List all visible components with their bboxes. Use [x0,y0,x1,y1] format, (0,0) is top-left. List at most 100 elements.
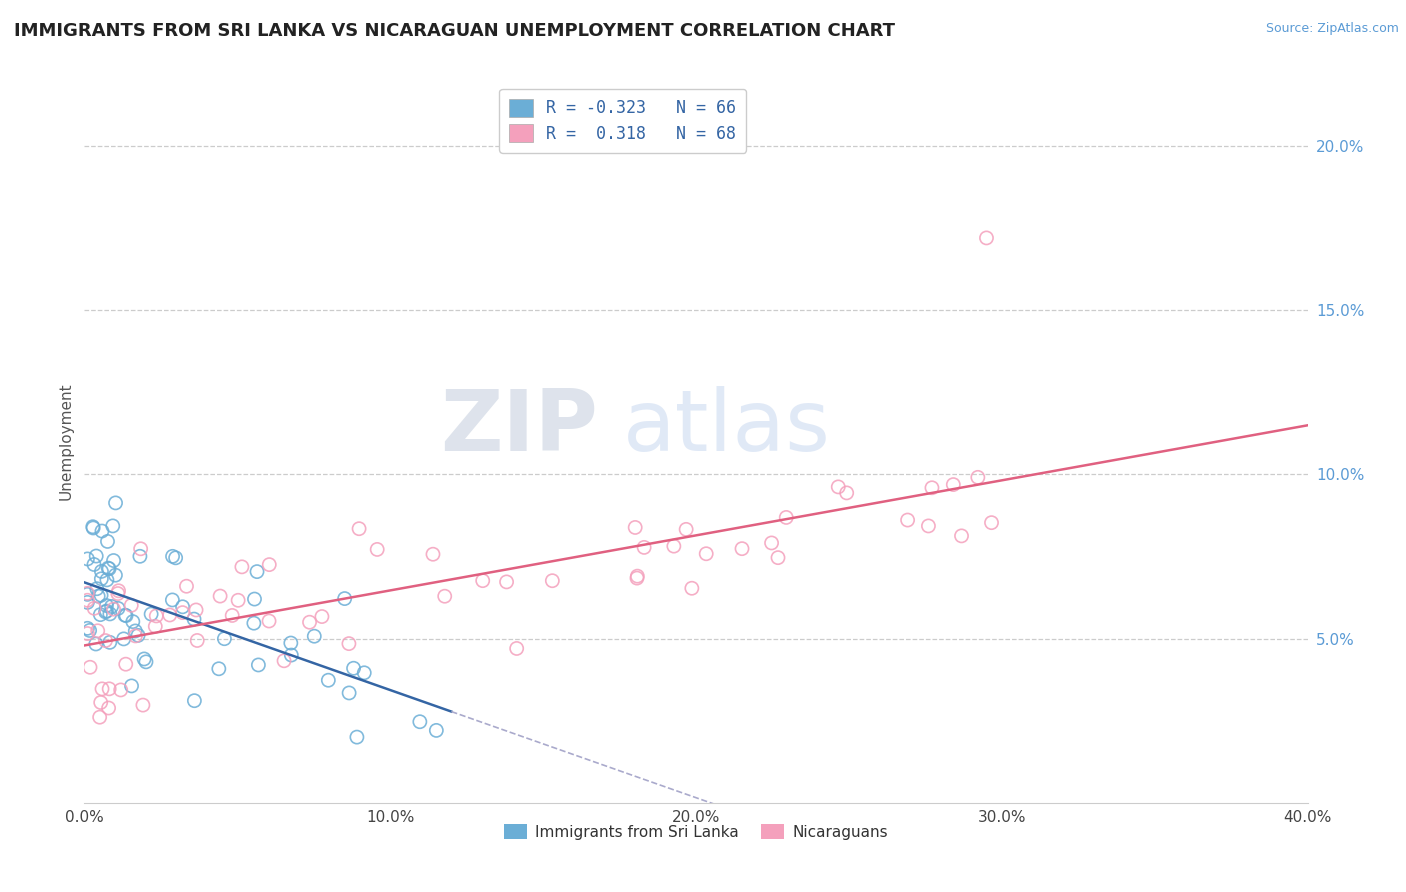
Point [89,607,111,622]
Point [82,520,104,534]
Point [827,480,849,494]
Point [79,660,101,674]
Point [103,602,125,616]
Point [162,593,184,607]
Point [143,619,166,633]
Point [96,573,118,587]
Point [121,679,143,693]
Point [87,589,110,603]
Point [107,601,129,615]
Point [425,723,447,738]
Point [107,586,129,600]
Point [76,552,98,566]
Point [90,565,112,579]
Point [366,542,388,557]
Point [186,633,208,648]
Point [76,595,98,609]
Point [124,629,146,643]
Point [243,616,266,631]
Point [226,593,249,607]
Point [120,599,142,613]
Point [89,710,111,724]
Point [83,601,105,615]
Point [422,547,444,561]
Point [76,626,98,640]
Point [495,574,517,589]
Point [76,587,98,601]
Point [91,681,114,696]
Point [96,599,118,613]
Point [337,637,360,651]
Point [311,609,333,624]
Point [221,608,243,623]
Point [112,632,135,646]
Point [662,539,685,553]
Point [505,641,527,656]
Point [950,529,973,543]
Point [98,635,121,649]
Point [626,569,648,583]
Point [966,470,988,484]
Point [247,657,270,672]
Point [84,549,107,563]
Point [110,682,132,697]
Point [675,522,697,536]
Point [209,589,232,603]
Point [942,477,965,491]
Point [835,486,858,500]
Text: Source: ZipAtlas.com: Source: ZipAtlas.com [1265,22,1399,36]
Point [172,599,194,614]
Point [273,654,295,668]
Point [433,589,456,603]
Point [101,519,124,533]
Point [90,572,112,586]
Point [280,648,302,662]
Point [259,558,281,572]
Y-axis label: Unemployment: Unemployment [58,383,73,500]
Point [114,608,136,623]
Point [731,541,754,556]
Point [139,607,162,621]
Point [165,550,187,565]
Point [633,541,655,555]
Point [761,536,783,550]
Point [82,521,104,535]
Point [471,574,494,588]
Point [318,673,340,688]
Point [104,496,127,510]
Point [159,607,181,622]
Point [129,549,152,564]
Point [775,510,797,524]
Point [980,516,1002,530]
Point [409,714,432,729]
Point [624,520,647,534]
Point [100,599,122,614]
Point [766,550,789,565]
Point [94,633,117,648]
Point [132,652,155,666]
Point [897,513,920,527]
Point [162,549,184,564]
Point [83,558,105,572]
Point [114,657,136,672]
Point [76,621,98,635]
Point [90,696,112,710]
Point [337,686,360,700]
Point [333,591,356,606]
Point [917,519,939,533]
Point [124,624,146,638]
Point [243,592,266,607]
Point [76,586,98,600]
Text: ZIP: ZIP [440,385,598,468]
Point [208,662,231,676]
Point [132,698,155,712]
Point [183,612,205,626]
Point [298,615,321,630]
Point [115,608,138,623]
Point [127,628,149,642]
Point [280,636,302,650]
Point [976,231,998,245]
Point [921,481,943,495]
Point [353,665,375,680]
Point [96,534,118,549]
